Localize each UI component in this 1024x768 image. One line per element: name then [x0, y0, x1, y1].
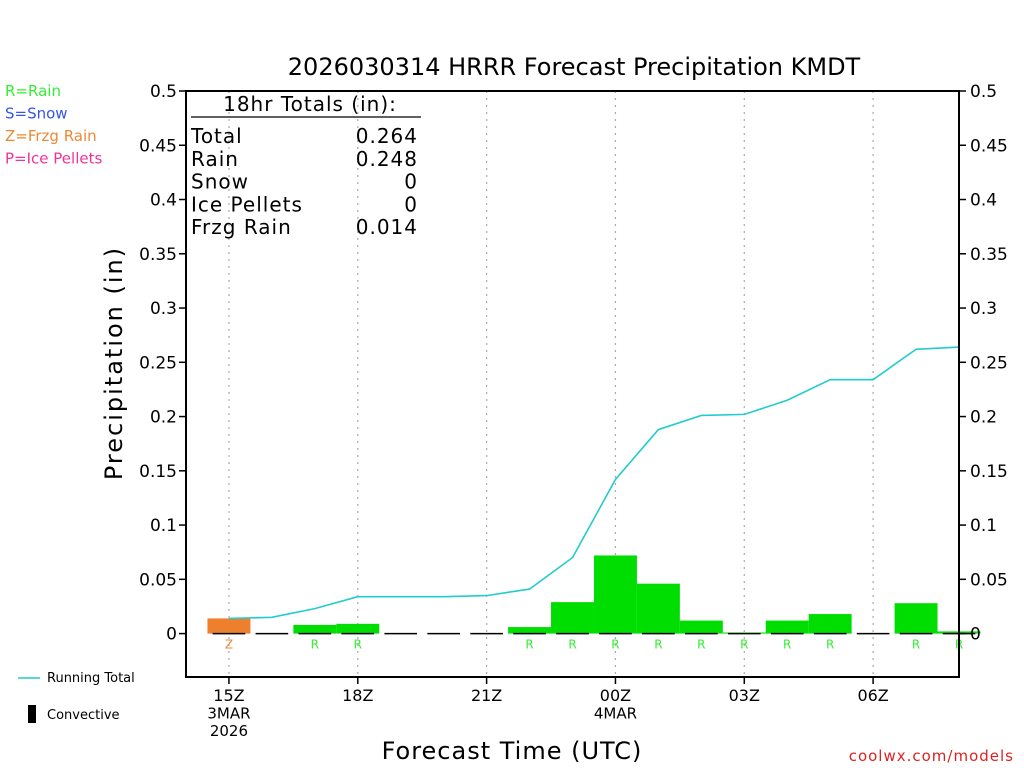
x-tick-label-0-line-0: 15Z: [213, 686, 244, 705]
type-label-hour-16: R: [912, 638, 920, 652]
totals-row-value-3: 0: [404, 192, 418, 216]
y-tick-label-right-5: 0.25: [970, 353, 1008, 373]
x-tick-label-4-line-0: 03Z: [729, 686, 760, 705]
x-axis-label: Forecast Time (UTC): [382, 737, 643, 765]
y-tick-label-right-2: 0.1: [970, 516, 997, 536]
y-tick-label-left-5: 0.25: [139, 353, 177, 373]
y-tick-label-right-4: 0.2: [970, 408, 997, 428]
totals-row-value-0: 0.264: [356, 124, 418, 148]
x-tick-label-0-line-2: 2026: [210, 722, 248, 740]
y-axis-label: Precipitation (in): [100, 246, 128, 480]
credit-text: coolwx.com/models: [849, 747, 1014, 765]
bottom-legend: Running Total Convective: [18, 671, 135, 723]
type-legend: R=Rain S=Snow Z=Frzg Rain P=Ice Pellets: [5, 82, 102, 168]
y-tick-label-right-1: 0.05: [970, 570, 1008, 590]
x-tick-label-3-line-1: 4MAR: [594, 705, 637, 723]
x-tick-label-2-line-0: 21Z: [471, 686, 502, 705]
totals-row-label-1: Rain: [191, 147, 239, 171]
y-tick-label-right-7: 0.35: [970, 245, 1008, 265]
bar-hour-13: [765, 620, 809, 634]
totals-row-label-4: Frzg Rain: [191, 215, 292, 239]
chart-title: 2026030314 HRRR Forecast Precipitation K…: [288, 53, 861, 81]
y-tick-label-left-7: 0.35: [139, 245, 177, 265]
type-label-hour-7: R: [525, 638, 533, 652]
type-label-hour-13: R: [783, 638, 791, 652]
type-legend-p: P=Ice Pellets: [5, 150, 102, 168]
type-label-hour-3: R: [354, 638, 362, 652]
y-tick-label-right-0: 0: [970, 625, 981, 645]
totals-header: 18hr Totals (in):: [223, 92, 397, 116]
y-tick-label-left-1: 0.05: [139, 570, 177, 590]
convective-legend-swatch: [28, 705, 36, 723]
type-legend-s: S=Snow: [5, 105, 68, 123]
bar-hour-14: [808, 614, 852, 634]
totals-row-label-3: Ice Pellets: [191, 192, 303, 216]
x-tick-label-0-line-1: 3MAR: [207, 705, 250, 723]
totals-row-label-0: Total: [190, 124, 243, 148]
bar-hour-16: [894, 603, 938, 634]
totals-row-value-2: 0: [404, 170, 418, 194]
y-tick-label-left-6: 0.3: [150, 299, 177, 319]
y-tick-label-right-3: 0.15: [970, 462, 1008, 482]
y-axis-right: 0 0.05 0.1 0.15 0.2 0.25 0.3 0.35 0.4 0.45 0.5: [959, 82, 1008, 645]
plot-frame: [185, 90, 960, 678]
type-legend-r: R=Rain: [5, 82, 61, 100]
bar-hour-8: [551, 602, 594, 634]
bar-hour-11: [679, 620, 723, 634]
totals-box: 18hr Totals (in): Total 0.264 Rain 0.248 Snow…: [190, 92, 421, 239]
bar-hour-0: [207, 618, 251, 634]
x-tick-label-1-line-0: 18Z: [342, 686, 373, 705]
y-tick-label-left-10: 0.5: [150, 82, 177, 102]
y-axis-left: 0 0.05 0.1 0.15 0.2 0.25 0.3 0.35 0.4 0.45 0.5: [139, 82, 186, 645]
y-tick-label-left-2: 0.1: [150, 516, 177, 536]
type-label-hour-11: R: [697, 638, 705, 652]
y-tick-label-right-10: 0.5: [970, 82, 997, 102]
y-tick-label-left-4: 0.2: [150, 408, 177, 428]
type-label-hour-8: R: [568, 638, 576, 652]
y-tick-label-right-6: 0.3: [970, 299, 997, 319]
type-label-hour-9: R: [611, 638, 619, 652]
bars: [207, 555, 981, 634]
y-tick-label-right-8: 0.4: [970, 191, 997, 211]
bar-hour-10: [636, 583, 680, 634]
x-tick-label-3-line-0: 00Z: [600, 686, 631, 705]
type-label-hour-0: Z: [225, 638, 233, 652]
type-label-hour-12: R: [740, 638, 748, 652]
totals-row-value-1: 0.248: [356, 147, 418, 171]
bar-hour-9: [593, 555, 637, 634]
totals-row-label-2: Snow: [191, 170, 249, 194]
bar-hour-3: [336, 623, 380, 634]
y-tick-label-left-8: 0.4: [150, 191, 177, 211]
running-total-line: [228, 346, 960, 620]
type-label-hour-10: R: [654, 638, 662, 652]
gridlines: [228, 91, 874, 677]
running-total-legend-label: Running Total: [47, 671, 135, 686]
totals-row-value-4: 0.014: [356, 215, 418, 239]
convective-legend-label: Convective: [47, 708, 120, 723]
y-tick-label-left-3: 0.15: [139, 462, 177, 482]
y-tick-label-left-0: 0: [166, 625, 177, 645]
type-legend-z: Z=Frzg Rain: [5, 127, 97, 145]
bar-hour-7: [508, 627, 552, 634]
running-total-layer: [228, 346, 960, 620]
type-label-hour-14: R: [826, 638, 834, 652]
bar-hour-2: [293, 624, 337, 634]
x-tick-label-5-line-0: 06Z: [857, 686, 888, 705]
y-tick-label-left-9: 0.45: [139, 136, 177, 156]
y-tick-label-right-9: 0.45: [970, 136, 1008, 156]
type-label-hour-2: R: [311, 638, 319, 652]
